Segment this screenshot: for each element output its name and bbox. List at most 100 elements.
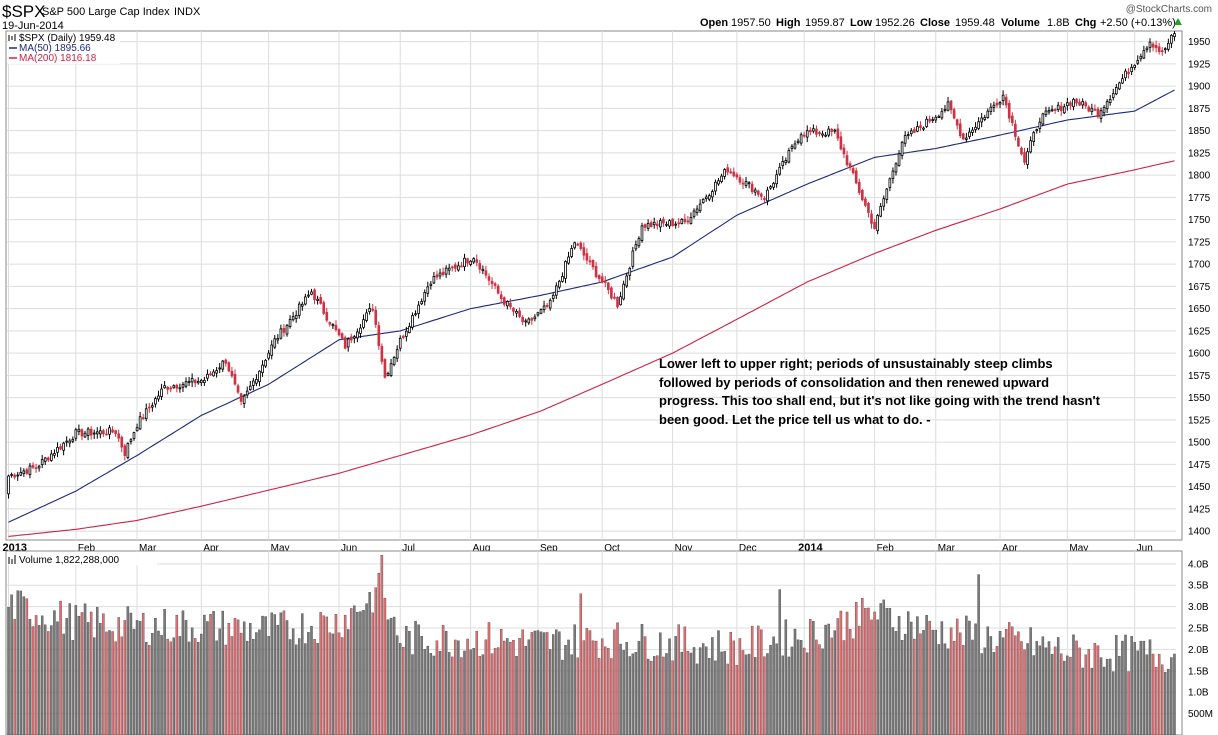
candle-body — [775, 174, 778, 185]
volume-bar — [616, 622, 619, 735]
annotation-line-2: followed by periods of consolidation and… — [659, 375, 1049, 390]
volume-bar — [934, 629, 937, 735]
volume-bar — [307, 632, 310, 735]
candle-body — [613, 296, 616, 299]
candle-body — [132, 432, 136, 439]
volume-bar — [157, 630, 160, 735]
candle-body — [16, 474, 20, 477]
candle-body — [1136, 60, 1140, 64]
candle-body — [307, 294, 310, 297]
candle-body — [781, 160, 785, 166]
candle-body — [521, 316, 524, 323]
candle-body — [512, 307, 515, 312]
candle-body — [114, 430, 117, 434]
volume-tick-label: 1.5B — [1188, 666, 1209, 677]
volume-bar — [524, 646, 527, 735]
candle-body — [77, 428, 81, 433]
volume-bar — [548, 649, 552, 735]
volume-bar — [227, 623, 231, 735]
volume-bar — [858, 625, 861, 735]
volume-bar — [236, 619, 240, 735]
volume-bar — [766, 653, 769, 735]
volume-bar — [28, 619, 32, 735]
volume-bar — [80, 612, 84, 735]
candle-body — [561, 276, 564, 282]
volume-bar — [386, 619, 390, 735]
candle-body — [726, 167, 729, 173]
candle-body — [646, 222, 650, 229]
volume-bar — [451, 656, 454, 735]
candle-body — [1059, 105, 1063, 112]
volume-bar — [625, 642, 628, 735]
candle-body — [622, 283, 625, 300]
candle-body — [671, 218, 674, 227]
candle-body — [154, 398, 157, 405]
volume-bar — [389, 618, 393, 735]
candle-body — [879, 206, 883, 217]
candle-body — [802, 134, 806, 137]
volume-bar — [582, 640, 586, 735]
volume-bar — [506, 638, 509, 735]
candle-body — [909, 130, 913, 135]
volume-bar — [206, 621, 209, 735]
volume-bar — [634, 652, 638, 735]
volume-bar — [62, 633, 65, 735]
volume-bar — [1026, 643, 1029, 735]
candle-body — [59, 446, 62, 450]
candle-body — [190, 377, 194, 383]
candle-body — [698, 203, 702, 212]
candle-body — [184, 381, 188, 387]
volume-bar — [882, 599, 885, 735]
candle-body — [395, 349, 399, 359]
candle-body — [518, 310, 521, 317]
volume-bar — [888, 608, 892, 735]
volume-bar — [741, 650, 745, 735]
candle-body — [1050, 109, 1054, 112]
volume-bar — [255, 632, 258, 735]
candle-body — [842, 147, 846, 155]
candle-body — [1084, 102, 1088, 107]
candle-body — [579, 242, 583, 249]
candle-body — [343, 337, 347, 349]
volume-bar — [977, 574, 980, 735]
volume-bars — [7, 555, 1176, 735]
volume-tick-label: 3.5B — [1188, 581, 1209, 592]
candle-body — [958, 123, 962, 137]
candle-body — [995, 102, 999, 106]
candle-body — [34, 467, 38, 470]
candle-body — [554, 285, 558, 296]
candle-body — [836, 128, 840, 139]
candle-body — [1173, 33, 1176, 38]
candle-body — [441, 271, 445, 275]
candle-body — [1105, 101, 1109, 110]
candle-body — [925, 118, 928, 127]
candle-body — [588, 260, 592, 263]
candle-body — [454, 264, 457, 269]
volume-bar — [362, 610, 365, 735]
month-tick-label: Nov — [675, 543, 693, 554]
candle-body — [490, 280, 494, 285]
volume-bar — [689, 652, 693, 735]
volume-bar — [809, 619, 812, 735]
candle-body — [37, 465, 41, 469]
volume-bar — [469, 649, 472, 735]
candle-body — [282, 327, 286, 333]
candle-body — [582, 247, 586, 256]
candle-body — [805, 130, 809, 138]
volume-bar — [399, 643, 402, 735]
candle-body — [888, 178, 892, 188]
candle-body — [1029, 140, 1032, 153]
volume-bar — [983, 647, 986, 735]
volume-bar — [735, 665, 739, 735]
candle-body — [484, 270, 488, 276]
volume-bar — [824, 624, 827, 735]
volume-bar — [619, 643, 622, 735]
volume-bar — [258, 629, 261, 735]
exchange-label: INDX — [174, 6, 201, 18]
chg-label: Chg — [1075, 17, 1096, 29]
volume-bar — [472, 648, 475, 735]
volume-bar — [1075, 640, 1078, 735]
candle-body — [903, 135, 907, 144]
candle-body — [808, 129, 812, 133]
candle-body — [861, 190, 864, 201]
